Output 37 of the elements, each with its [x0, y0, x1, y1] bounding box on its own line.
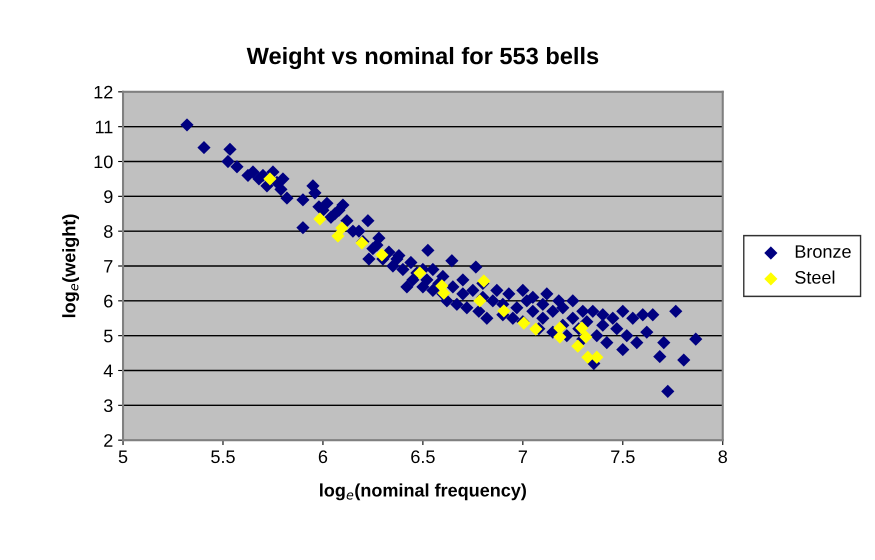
x-tick-label: 6 — [318, 450, 328, 464]
y-tick-label: 4 — [104, 364, 113, 378]
point — [571, 340, 584, 353]
y-axis-title: log$_{e}$(weight) — [62, 214, 80, 318]
x-tick-label: 5 — [118, 450, 128, 464]
point — [375, 248, 388, 262]
x-tick-label: 8 — [718, 450, 727, 464]
x-axis-title: log$_{e}$(nominal frequency) — [320, 483, 526, 500]
point — [413, 266, 426, 280]
chart-title: Weight vs nominal for 553 bells — [246, 46, 598, 70]
x-tick-label: 7 — [518, 450, 527, 463]
point — [263, 172, 277, 186]
point — [529, 322, 542, 336]
point — [497, 304, 510, 318]
y-tick-label: 9 — [104, 190, 112, 204]
y-tick-label: 8 — [104, 225, 113, 238]
y-tick-label: 11 — [96, 120, 112, 134]
point — [473, 294, 486, 308]
legend-label: Steel — [795, 270, 834, 284]
y-tick-label: 7 — [104, 260, 112, 273]
y-tick-label: 10 — [94, 155, 113, 168]
point — [575, 321, 588, 335]
y-tick-label: 3 — [104, 399, 113, 412]
point — [331, 229, 345, 243]
y-tick-label: 2 — [104, 434, 112, 447]
y-tick-label: 6 — [104, 294, 113, 308]
y-tick-label: 12 — [94, 86, 112, 98]
legend-label: Bronze — [796, 245, 851, 258]
point — [313, 212, 327, 226]
point — [335, 221, 349, 235]
x-tick-label: 6.5 — [411, 450, 435, 464]
point — [579, 330, 592, 344]
x-tick-label: 5.5 — [211, 450, 235, 464]
y-tick-label: 5 — [104, 330, 113, 342]
point — [590, 350, 604, 364]
x-tick-label: 7.5 — [611, 450, 635, 464]
point — [477, 274, 490, 288]
